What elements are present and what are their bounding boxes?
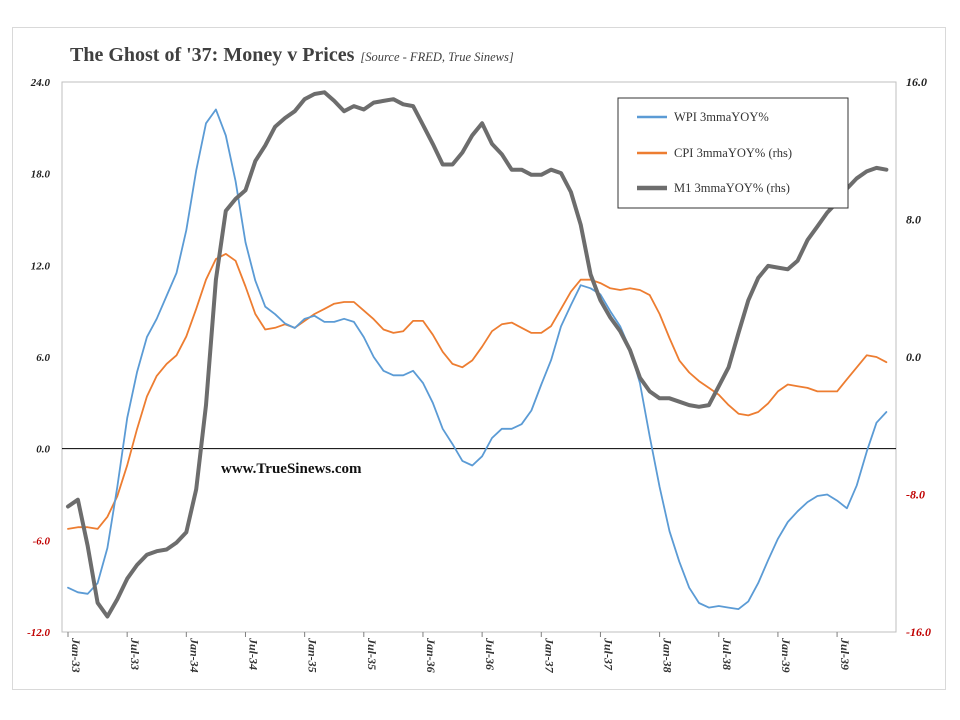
y-left-tick-label: 0.0	[36, 444, 50, 456]
y-left-tick-label: 6.0	[36, 352, 50, 364]
x-tick-label: Jul-34	[246, 637, 260, 670]
x-tick-label: Jan-38	[661, 637, 675, 673]
y-right-tick-label: 8.0	[906, 213, 921, 227]
x-tick-label: Jul-36	[483, 637, 497, 670]
series-line-wpi	[67, 108, 888, 610]
plot-border	[61, 81, 897, 633]
x-tick-label: Jan-34	[187, 637, 201, 673]
y-right-tick-label: 0.0	[906, 350, 921, 364]
annotation-text: www.TrueSinews.com	[221, 461, 362, 477]
x-tick-label: Jul-33	[128, 637, 142, 670]
x-tick-label: Jul-37	[601, 637, 615, 671]
chart-title: The Ghost of '37: Money v Prices [Source …	[70, 44, 514, 67]
y-left-tick-label: -12.0	[27, 627, 50, 639]
x-tick-label: Jan-37	[542, 637, 556, 674]
y-right-tick-label: -16.0	[906, 625, 931, 639]
x-tick-label: Jan-36	[424, 637, 438, 673]
y-left-tick-label: 18.0	[31, 169, 51, 181]
chart-subtitle: [Source - FRED, True Sinews]	[360, 50, 514, 64]
y-left-tick-label: 12.0	[31, 260, 51, 272]
series-line-cpi	[67, 252, 888, 530]
y-right-tick-label: -8.0	[906, 488, 925, 502]
legend-label-cpi: CPI 3mmaYOY% (rhs)	[674, 146, 792, 160]
x-tick-label: Jan-35	[306, 637, 320, 673]
x-tick-label: Jul-38	[720, 637, 734, 670]
y-left-tick-label: 24.0	[30, 77, 51, 89]
x-tick-label: Jul-35	[365, 637, 379, 670]
x-tick-label: Jan-39	[779, 637, 793, 673]
x-tick-label: Jul-39	[838, 637, 852, 670]
legend-label-m1: M1 3mmaYOY% (rhs)	[674, 181, 790, 195]
slide-frame	[12, 27, 946, 690]
series-line-m1	[66, 90, 889, 619]
y-right-tick-label: 16.0	[906, 75, 927, 89]
x-tick-label: Jan-33	[69, 637, 83, 673]
tick-layer: 24.0 18.0 12.0 6.0 0.0 -6.0 -12.0 16.0 8.0 0.0 -8.…	[27, 75, 931, 674]
y-left-tick-label: -6.0	[33, 535, 51, 547]
legend-label-wpi: WPI 3mmaYOY%	[674, 110, 769, 124]
chart-title-text: The Ghost of '37: Money v Prices	[70, 44, 355, 66]
series-layer	[66, 90, 889, 619]
legend: WPI 3mmaYOY% CPI 3mmaYOY% (rhs) M1 3mmaY…	[617, 97, 849, 209]
